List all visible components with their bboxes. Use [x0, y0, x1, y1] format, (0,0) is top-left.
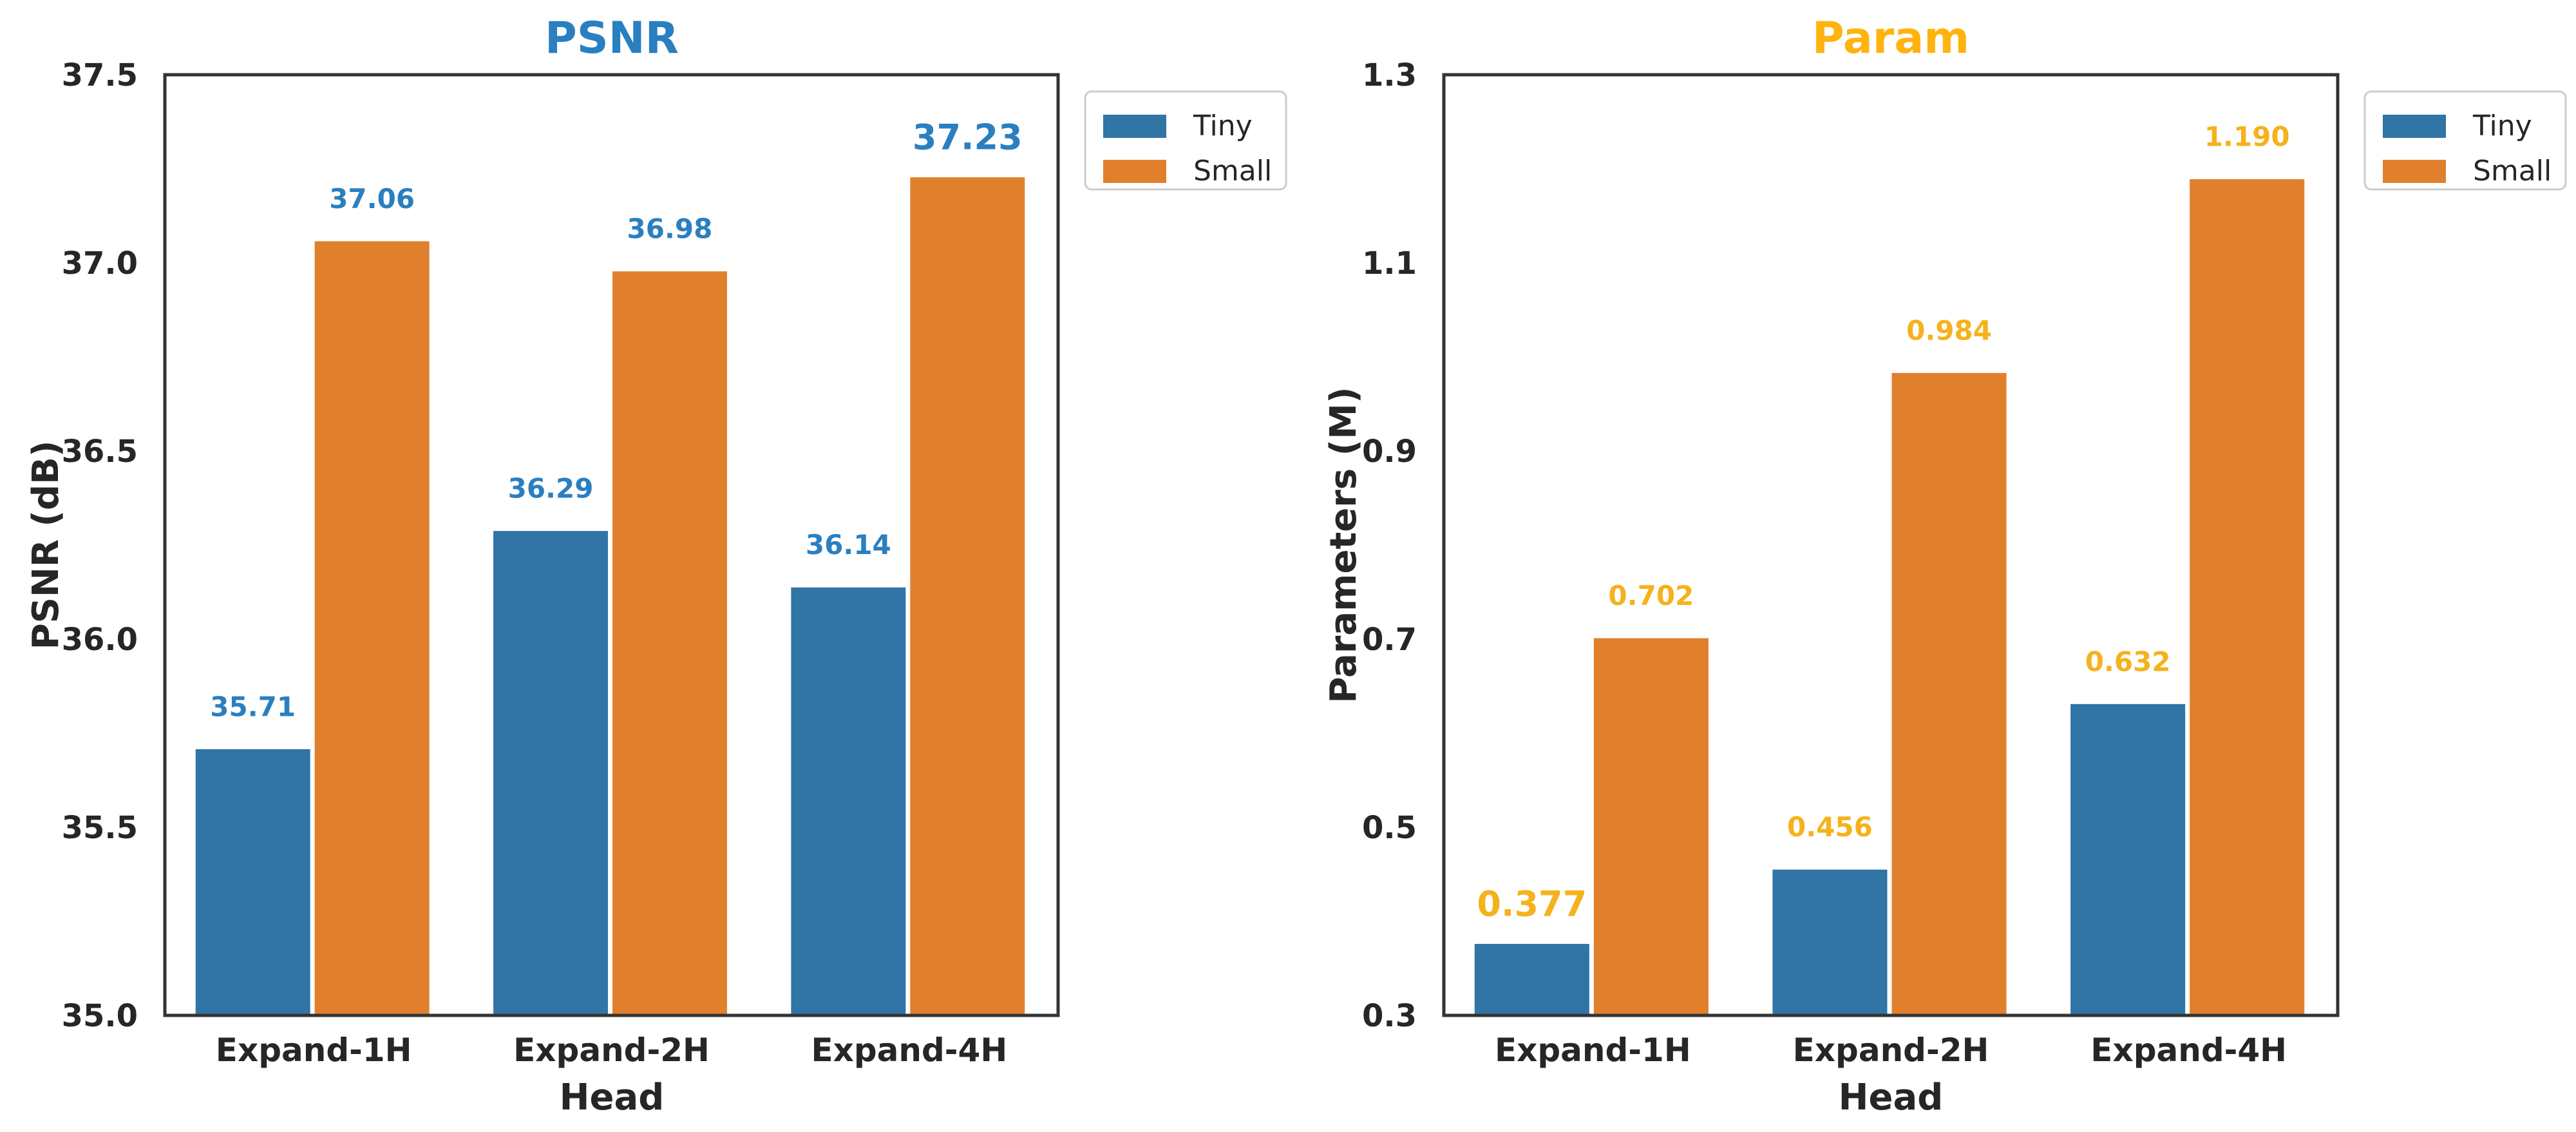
x-tick-label: Expand-1H [1495, 1031, 1691, 1069]
plot-frame [163, 73, 1060, 1017]
data-label: 35.71 [210, 691, 296, 722]
y-axis-label: PSNR (dB) [25, 441, 67, 650]
psnr-chart: PSNR 35.0 35.5 36.0 36.5 37.0 37.5 PSNR (dB) 35.… [25, 13, 1287, 1118]
x-axis-label: Head [1839, 1077, 1944, 1118]
y-tick-label: 1.3 [1362, 57, 1417, 93]
bar-tiny-expand-1h [1472, 942, 1591, 1017]
legend-label-small: Small [1193, 155, 1272, 187]
legend-swatch-small [2383, 160, 2446, 183]
bar-tiny-expand-2h [491, 529, 610, 1017]
data-label: 37.06 [329, 183, 415, 215]
legend: Tiny Small [2363, 90, 2567, 191]
y-tick-label: 0.7 [1362, 622, 1417, 658]
param-chart: Param 0.3 0.5 0.7 0.9 1.1 1.3 Parameters (M) 0.3… [1323, 13, 2567, 1118]
legend: Tiny Small [1084, 90, 1287, 191]
bar-small-expand-1h [312, 239, 431, 1017]
data-label: 36.14 [806, 529, 891, 561]
bar-small-expand-2h [1889, 370, 2009, 1017]
y-tick-label: 35.5 [62, 810, 138, 846]
y-tick-label: 37.0 [62, 245, 138, 282]
data-label: 36.29 [508, 473, 594, 504]
data-label: 0.632 [2085, 646, 2171, 677]
y-tick-label: 36.0 [62, 622, 138, 658]
legend-swatch-tiny [1103, 115, 1166, 138]
bar-tiny-expand-2h [1770, 867, 1889, 1017]
bar-tiny-expand-4h [2069, 702, 2188, 1017]
bar-small-expand-4h [908, 175, 1027, 1017]
bar-tiny-expand-1h [193, 747, 312, 1017]
legend-label-tiny: Tiny [2472, 110, 2532, 142]
data-label: 0.984 [1906, 314, 1992, 346]
y-tick-label: 0.3 [1362, 998, 1417, 1034]
legend-label-tiny: Tiny [1193, 110, 1253, 142]
bar-small-expand-2h [611, 269, 729, 1017]
data-label: 0.702 [1608, 580, 1694, 611]
y-tick-label: 37.5 [62, 57, 138, 93]
y-tick-label: 0.9 [1362, 434, 1417, 470]
y-tick-label: 35.0 [62, 998, 138, 1034]
plot-frame [1442, 73, 2340, 1017]
y-axis-label: Parameters (M) [1323, 387, 1365, 703]
legend-label-small: Small [2473, 155, 2552, 187]
data-label: 37.23 [913, 117, 1023, 158]
x-axis-label: Head [560, 1077, 665, 1118]
x-tick-label: Expand-2H [1793, 1031, 1989, 1069]
legend-swatch-tiny [2383, 115, 2446, 138]
bar-tiny-expand-4h [789, 585, 908, 1017]
x-tick-label: Expand-4H [811, 1031, 1007, 1069]
data-label: 0.377 [1477, 884, 1587, 925]
data-label: 1.190 [2204, 121, 2290, 153]
data-label: 0.456 [1787, 811, 1873, 843]
bar-small-expand-4h [2188, 177, 2307, 1017]
bar-small-expand-1h [1591, 636, 1710, 1017]
chart-title: PSNR [545, 13, 679, 64]
x-tick-label: Expand-2H [513, 1031, 710, 1069]
y-tick-label: 36.5 [62, 434, 138, 470]
x-tick-label: Expand-1H [216, 1031, 412, 1069]
data-label: 36.98 [627, 213, 713, 245]
legend-swatch-small [1103, 160, 1166, 183]
chart-title: Param [1812, 13, 1969, 64]
y-tick-label: 1.1 [1362, 245, 1417, 282]
y-tick-label: 0.5 [1362, 810, 1417, 846]
x-tick-label: Expand-4H [2090, 1031, 2287, 1069]
